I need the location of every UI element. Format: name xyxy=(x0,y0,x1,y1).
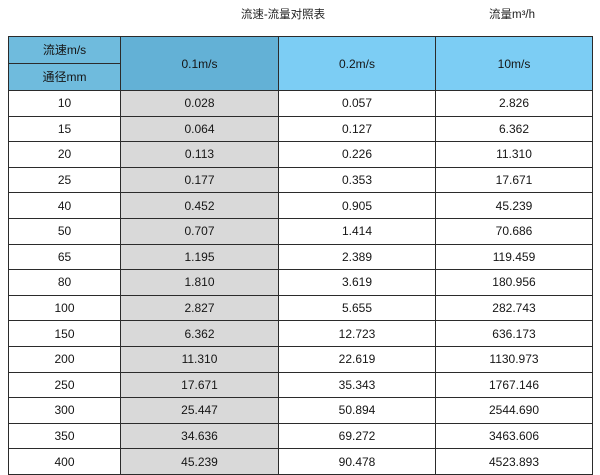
cell-flow-value: 0.028 xyxy=(120,90,279,117)
table-header-row-top: 流速m/s 0.1m/s 0.2m/s 10m/s xyxy=(8,36,593,91)
cell-flow-value: 2544.690 xyxy=(435,397,593,424)
cell-flow-value: 70.686 xyxy=(435,217,593,245)
cell-flow-value: 17.671 xyxy=(435,166,593,194)
cell-flow-value: 0.113 xyxy=(120,141,279,168)
table-row: 350 34.636 69.272 3463.606 xyxy=(8,422,593,450)
cell-nominal-diameter: 50 xyxy=(8,217,121,245)
cell-nominal-diameter: 25 xyxy=(8,166,121,194)
cell-flow-value: 1.810 xyxy=(120,269,279,296)
cell-flow-value: 6.362 xyxy=(435,115,593,143)
cell-nominal-diameter: 250 xyxy=(8,371,121,399)
cell-nominal-diameter: 300 xyxy=(8,397,121,424)
cell-flow-value: 1767.146 xyxy=(435,371,593,399)
cell-nominal-diameter: 350 xyxy=(8,422,121,450)
title-strip: 流速-流量对照表 流量m³/h xyxy=(0,0,600,36)
cell-flow-value: 69.272 xyxy=(278,422,436,450)
table-row: 250 17.671 35.343 1767.146 xyxy=(8,371,593,399)
table-row: 300 25.447 50.894 2544.690 xyxy=(8,397,593,424)
cell-flow-value: 2.389 xyxy=(278,243,436,271)
cell-flow-value: 3.619 xyxy=(278,269,436,296)
cell-flow-value: 1.195 xyxy=(120,243,279,271)
table-row: 200 11.310 22.619 1130.973 xyxy=(8,345,593,373)
cell-nominal-diameter: 400 xyxy=(8,448,121,475)
column-header-0[interactable]: 0.1m/s xyxy=(120,36,279,91)
cell-flow-value: 1.414 xyxy=(278,217,436,245)
cell-flow-value: 17.671 xyxy=(120,371,279,399)
column-header-2[interactable]: 10m/s xyxy=(435,36,593,91)
cell-flow-value: 34.636 xyxy=(120,422,279,450)
cell-flow-value: 180.956 xyxy=(435,269,593,296)
cell-flow-value: 282.743 xyxy=(435,294,593,322)
table-row: 400 45.239 90.478 4523.893 xyxy=(8,448,593,475)
cell-flow-value: 0.452 xyxy=(120,192,279,219)
cell-flow-value: 25.447 xyxy=(120,397,279,424)
cell-nominal-diameter: 65 xyxy=(8,243,121,271)
cell-nominal-diameter: 200 xyxy=(8,345,121,373)
cell-flow-value: 0.177 xyxy=(120,166,279,194)
table-header-row-bottom: 通径mm xyxy=(8,63,593,91)
flow-rate-table: 流速m/s 0.1m/s 0.2m/s 10m/s 通径mm 10 0.028 0.… xyxy=(8,36,593,475)
cell-flow-value: 12.723 xyxy=(278,320,436,347)
page-title: 流速-流量对照表 xyxy=(240,9,326,21)
cell-flow-value: 45.239 xyxy=(435,192,593,219)
cell-flow-value: 50.894 xyxy=(278,397,436,424)
cell-flow-value: 1130.973 xyxy=(435,345,593,373)
cell-flow-value: 119.459 xyxy=(435,243,593,271)
cell-nominal-diameter: 40 xyxy=(8,192,121,219)
cell-flow-value: 11.310 xyxy=(435,141,593,168)
cell-flow-value: 0.127 xyxy=(278,115,436,143)
table-row: 100 2.827 5.655 282.743 xyxy=(8,294,593,322)
cell-flow-value: 5.655 xyxy=(278,294,436,322)
cell-flow-value: 35.343 xyxy=(278,371,436,399)
cell-flow-value: 0.064 xyxy=(120,115,279,143)
cell-flow-value: 0.353 xyxy=(278,166,436,194)
corner-header-velocity-label: 流速m/s xyxy=(8,36,121,64)
cell-flow-value: 2.827 xyxy=(120,294,279,322)
cell-flow-value: 11.310 xyxy=(120,345,279,373)
cell-nominal-diameter: 10 xyxy=(8,90,121,117)
units-title: 流量m³/h xyxy=(489,9,535,21)
table-row: 15 0.064 0.127 6.362 xyxy=(8,115,593,143)
cell-flow-value: 45.239 xyxy=(120,448,279,475)
cell-flow-value: 2.826 xyxy=(435,90,593,117)
cell-nominal-diameter: 80 xyxy=(8,269,121,296)
table-row: 10 0.028 0.057 2.826 xyxy=(8,90,593,117)
table-row: 65 1.195 2.389 119.459 xyxy=(8,243,593,271)
flow-rate-table-container: 流速m/s 0.1m/s 0.2m/s 10m/s 通径mm 10 0.028 0.… xyxy=(8,36,593,475)
table-row: 20 0.113 0.226 11.310 xyxy=(8,141,593,168)
cell-flow-value: 22.619 xyxy=(278,345,436,373)
table-row: 50 0.707 1.414 70.686 xyxy=(8,217,593,245)
table-row: 25 0.177 0.353 17.671 xyxy=(8,166,593,194)
column-header-1[interactable]: 0.2m/s xyxy=(278,36,436,91)
table-row: 80 1.810 3.619 180.956 xyxy=(8,269,593,296)
table-row: 40 0.452 0.905 45.239 xyxy=(8,192,593,219)
table-header: 流速m/s 0.1m/s 0.2m/s 10m/s 通径mm xyxy=(8,36,593,91)
cell-flow-value: 0.057 xyxy=(278,90,436,117)
corner-header-diameter-label: 通径mm xyxy=(8,63,121,91)
cell-flow-value: 0.226 xyxy=(278,141,436,168)
cell-nominal-diameter: 100 xyxy=(8,294,121,322)
cell-flow-value: 0.707 xyxy=(120,217,279,245)
cell-nominal-diameter: 20 xyxy=(8,141,121,168)
cell-flow-value: 4523.893 xyxy=(435,448,593,475)
table-row: 150 6.362 12.723 636.173 xyxy=(8,320,593,347)
cell-flow-value: 3463.606 xyxy=(435,422,593,450)
cell-flow-value: 0.905 xyxy=(278,192,436,219)
table-body: 10 0.028 0.057 2.826 15 0.064 0.127 6.362 20 0.11… xyxy=(8,90,593,475)
cell-flow-value: 6.362 xyxy=(120,320,279,347)
cell-nominal-diameter: 15 xyxy=(8,115,121,143)
cell-flow-value: 636.173 xyxy=(435,320,593,347)
cell-flow-value: 90.478 xyxy=(278,448,436,475)
cell-nominal-diameter: 150 xyxy=(8,320,121,347)
